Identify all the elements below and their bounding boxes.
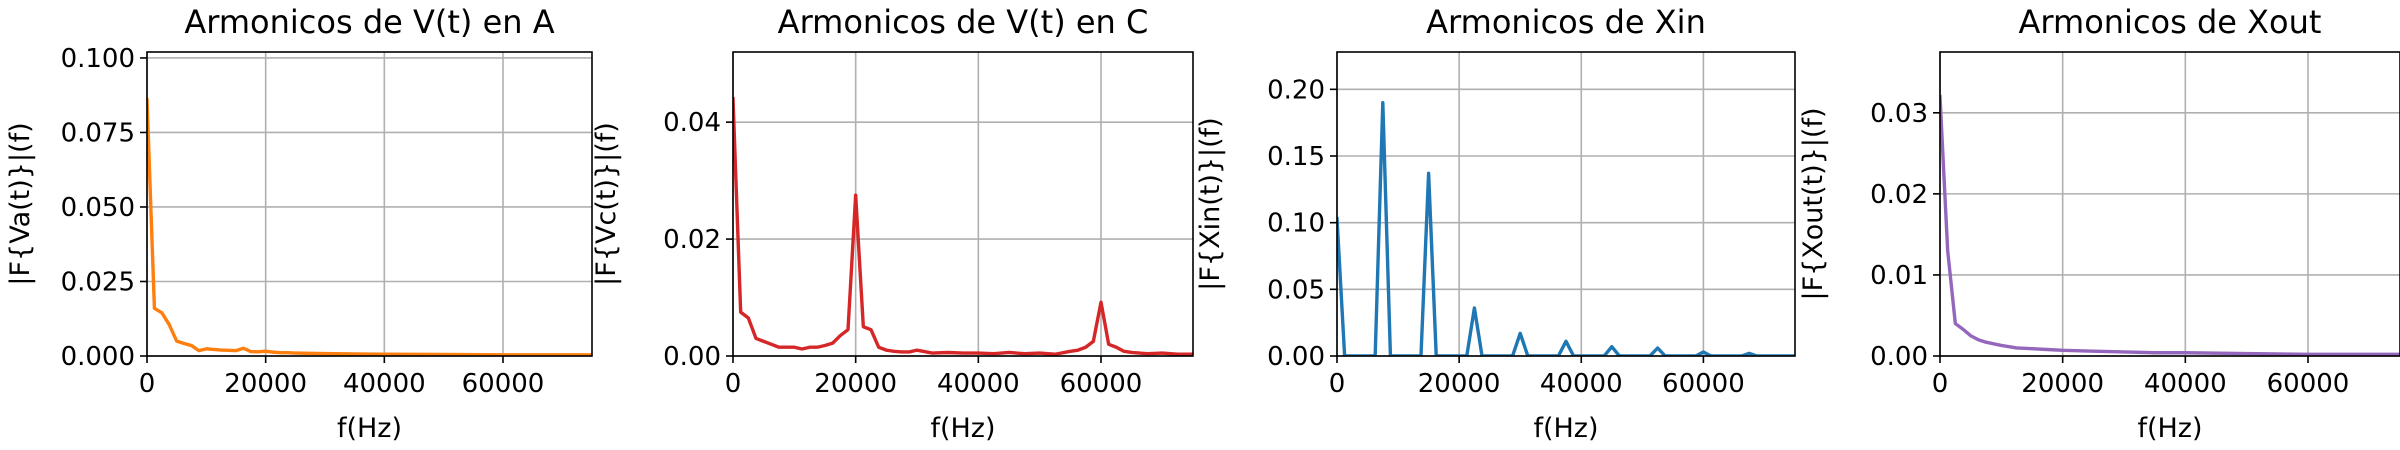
y-tick-label: 0.04 [663,108,721,138]
y-axis-label: |F{Xin(t)}|(f) [1195,117,1226,290]
plot-frame [732,51,1194,357]
chart-title: Armonicos de Xout [2019,3,2322,41]
chart-title: Armonicos de Xin [1426,3,1706,41]
y-axis-label: |F{Xout(t)}|(f) [1798,107,1829,300]
x-tick-label: 60000 [462,369,545,399]
x-axis-label: f(Hz) [2137,413,2202,444]
x-axis-label: f(Hz) [1533,413,1598,444]
y-tick-label: 0.100 [61,44,135,74]
x-tick-label: 0 [139,369,156,399]
y-tick-label: 0.02 [663,225,721,255]
y-tick-label: 0.03 [1870,99,1928,129]
y-tick-label: 0.075 [61,118,135,148]
x-tick-label: 60000 [1662,369,1745,399]
x-tick-label: 20000 [224,369,307,399]
x-tick-label: 0 [1932,369,1949,399]
x-axis-label: f(Hz) [930,413,995,444]
series-line [1940,94,2400,356]
chart-panel-1: 0 20000 40000 60000 0.000 0.025 0.050 0.075 0.10… [5,3,593,444]
y-tick-label: 0.01 [1870,261,1928,291]
series-line [733,97,1193,356]
x-tick-label: 0 [725,369,742,399]
y-axis-label: |F{Vc(t)}|(f) [591,122,622,286]
chart-panel-3: 0 20000 40000 60000 0.00 0.05 0.10 0.15 0.20 Armo… [1195,3,1796,444]
chart-panel-2: 0 20000 40000 60000 0.00 0.02 0.04 Armonicos de… [591,3,1194,444]
plot-frame [1336,51,1796,357]
y-tick-label: 0.00 [663,342,721,372]
y-tick-label: 0.050 [61,193,135,223]
x-tick-label: 0 [1329,369,1346,399]
y-tick-label: 0.20 [1267,75,1325,105]
series-line [147,97,592,356]
chart-title: Armonicos de V(t) en C [778,3,1149,41]
plot-frame [146,51,593,357]
series-line [1337,100,1795,356]
chart-panel-4: 0 20000 40000 60000 0.00 0.01 0.02 0.03 Armonico… [1798,3,2400,444]
plot-frame [1939,51,2400,357]
x-tick-label: 20000 [1418,369,1501,399]
x-tick-label: 60000 [2267,369,2350,399]
x-tick-label: 40000 [937,369,1020,399]
y-tick-label: 0.02 [1870,180,1928,210]
y-tick-label: 0.05 [1267,275,1325,305]
y-tick-label: 0.10 [1267,209,1325,239]
y-tick-label: 0.025 [61,267,135,297]
y-tick-label: 0.15 [1267,142,1325,172]
x-tick-label: 20000 [2021,369,2104,399]
y-tick-label: 0.00 [1870,342,1928,372]
x-tick-label: 40000 [2144,369,2227,399]
x-tick-label: 40000 [1540,369,1623,399]
chart-title: Armonicos de V(t) en A [184,3,554,41]
x-tick-label: 20000 [814,369,897,399]
x-axis-label: f(Hz) [337,413,402,444]
x-tick-label: 60000 [1060,369,1143,399]
x-tick-label: 40000 [343,369,426,399]
y-tick-label: 0.00 [1267,342,1325,372]
y-axis-label: |F{Va(t)}|(f) [5,122,36,285]
y-tick-label: 0.000 [61,342,135,372]
